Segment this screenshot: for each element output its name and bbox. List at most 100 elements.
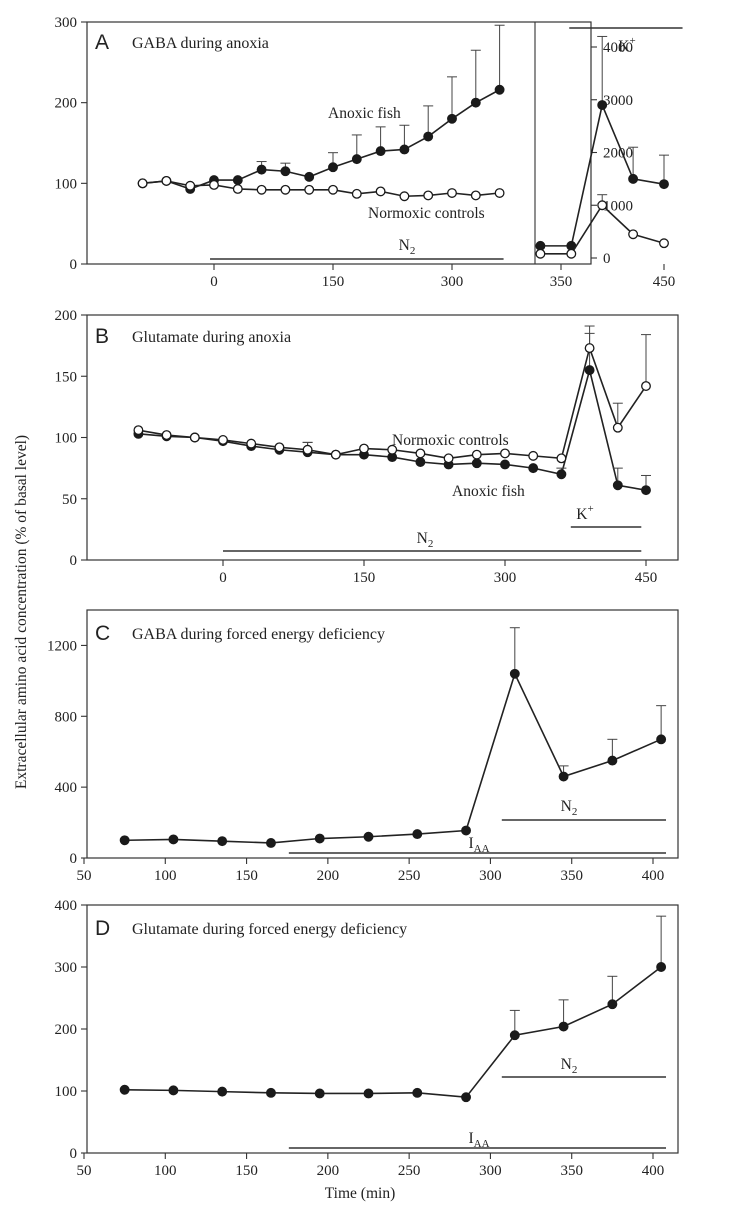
panel-b-point-open [330,449,341,460]
panel-a-point-open [304,184,315,195]
panel-b-point-filled [500,459,510,470]
panel-a-point-filled [304,171,315,182]
panel-b-ytick-label: 0 [70,553,78,569]
panel-a-point-open [256,184,267,195]
panel-c-ytick-label: 0 [70,851,78,867]
panel-a-point-open [375,186,386,197]
panel-a-point-filled [328,162,338,173]
panel-b-xtick-label: 0 [219,570,227,586]
panel-b-point-open [302,444,313,455]
panel-b-xtick-label: 300 [494,570,517,586]
panel-c-title: GABA during forced energy deficiency [132,626,385,643]
panel-b-point-filled [641,485,651,496]
panel-a-point-open [209,179,219,190]
panel-c-point-filled [314,833,325,844]
panel-c-ytick-label: 1200 [47,638,77,654]
panel-c-point-filled [461,825,471,836]
panel-b-ytick-label: 50 [62,492,77,508]
panel-d-xtick-label: 250 [398,1163,421,1179]
panel-b-k-label: K+ [576,503,593,523]
panel-b-point-filled [471,458,482,469]
panel-a-label-anoxic: Anoxic fish [328,105,401,122]
panel-a-point-filled [447,113,457,124]
panel-a-ytick-label: 100 [55,176,78,192]
panel-b-letter: B [95,325,109,348]
panel-d-point-filled [119,1084,130,1095]
panel-b-point-open [359,443,369,454]
panel-d-series-0-line [124,966,662,1099]
panel-a-series-1-line [142,180,500,198]
panel-a-point-open [399,191,410,202]
panel-b-point-filled [556,469,567,480]
panel-d-frame [86,904,679,1154]
panel-a-series-0-line [142,89,500,190]
panel-b-point-open [528,450,539,461]
panel-b-point-open [415,448,426,459]
panel-c-point-filled [266,837,276,848]
panel-a-inset-xtick-label: 450 [653,274,676,290]
panel-a-ytick-label: 0 [70,257,78,273]
panel-a-frame [86,21,592,265]
panel-b-point-open [500,448,510,459]
panel-b-point-open [274,442,285,453]
panel-c-point-filled [656,734,667,745]
panel-a-inset-point-filled [628,173,639,184]
panel-a-xtick-label: 300 [441,274,464,290]
panel-a-inset-ytick-label: 2000 [603,146,633,162]
panel-d-point-filled [461,1092,471,1103]
panel-b-point-open [584,343,595,354]
panel-d-ytick-label: 0 [70,1146,78,1162]
panel-a-point-open [328,184,338,195]
panel-b-point-open [387,444,398,455]
panel-a-inset-xtick-label: 350 [550,274,573,290]
panel-b-point-open [161,430,172,441]
panel-a-xtick-label: 0 [210,274,218,290]
panel-c-xtick-label: 200 [317,868,340,884]
panel-a-label-normoxic: Normoxic controls [368,205,485,222]
panel-a-n2-label: N2 [399,237,416,257]
panel-d-point-filled [607,999,618,1010]
panel-b-point-open [556,453,567,464]
panel-a-point-filled [423,131,434,142]
panel-d-xtick-label: 400 [642,1163,665,1179]
panel-c-xtick-label: 350 [560,868,583,884]
panel-d-point-filled [266,1087,276,1098]
panel-d-xtick-label: 100 [154,1163,177,1179]
panel-a-letter: A [95,31,109,54]
panel-c-point-filled [607,755,618,766]
y-axis-label: Extracellular amino acid concentration (… [13,435,30,789]
panel-d-point-filled [558,1021,569,1032]
panel-a-inset-ytick-label: 3000 [603,93,633,109]
panel-a-point-open [494,188,505,198]
panel-b-point-filled [584,365,595,376]
panel-c-point-filled [363,831,374,842]
panel-c-ytick-label: 400 [55,780,78,796]
panel-c-point-filled [412,829,423,840]
panel-a-inset-point-open [597,200,608,211]
panel-a-inset-point-open [659,238,669,249]
panel-c-letter: C [95,622,110,645]
panel-b-point-open [246,438,257,449]
panel-c-xtick-label: 150 [235,868,258,884]
panel-d-title: Glutamate during forced energy deficienc… [132,921,407,938]
panel-a-point-open [423,190,434,201]
panel-d-ytick-label: 300 [55,960,78,976]
panel-a-point-filled [351,154,362,165]
panel-b-ytick-label: 200 [55,308,78,324]
panel-a-inset-point-open [535,248,546,259]
panel-a-ytick-label: 200 [55,96,78,112]
panel-d-point-filled [363,1088,374,1099]
panel-a-point-open [470,190,481,201]
panel-d-point-filled [314,1088,325,1099]
panel-d-xtick-label: 150 [235,1163,258,1179]
panel-b-point-open [443,453,454,464]
panel-c-xtick-label: 300 [479,868,502,884]
panel-a-inset-point-open [628,229,639,240]
panel-c-xtick-label: 100 [154,868,177,884]
panel-c-point-filled [217,836,228,847]
panel-a-point-open [280,184,291,195]
panel-b-point-open [133,425,144,436]
panel-a-inset-ytick-label: 4000 [603,40,633,56]
panel-a-point-filled [256,164,267,175]
